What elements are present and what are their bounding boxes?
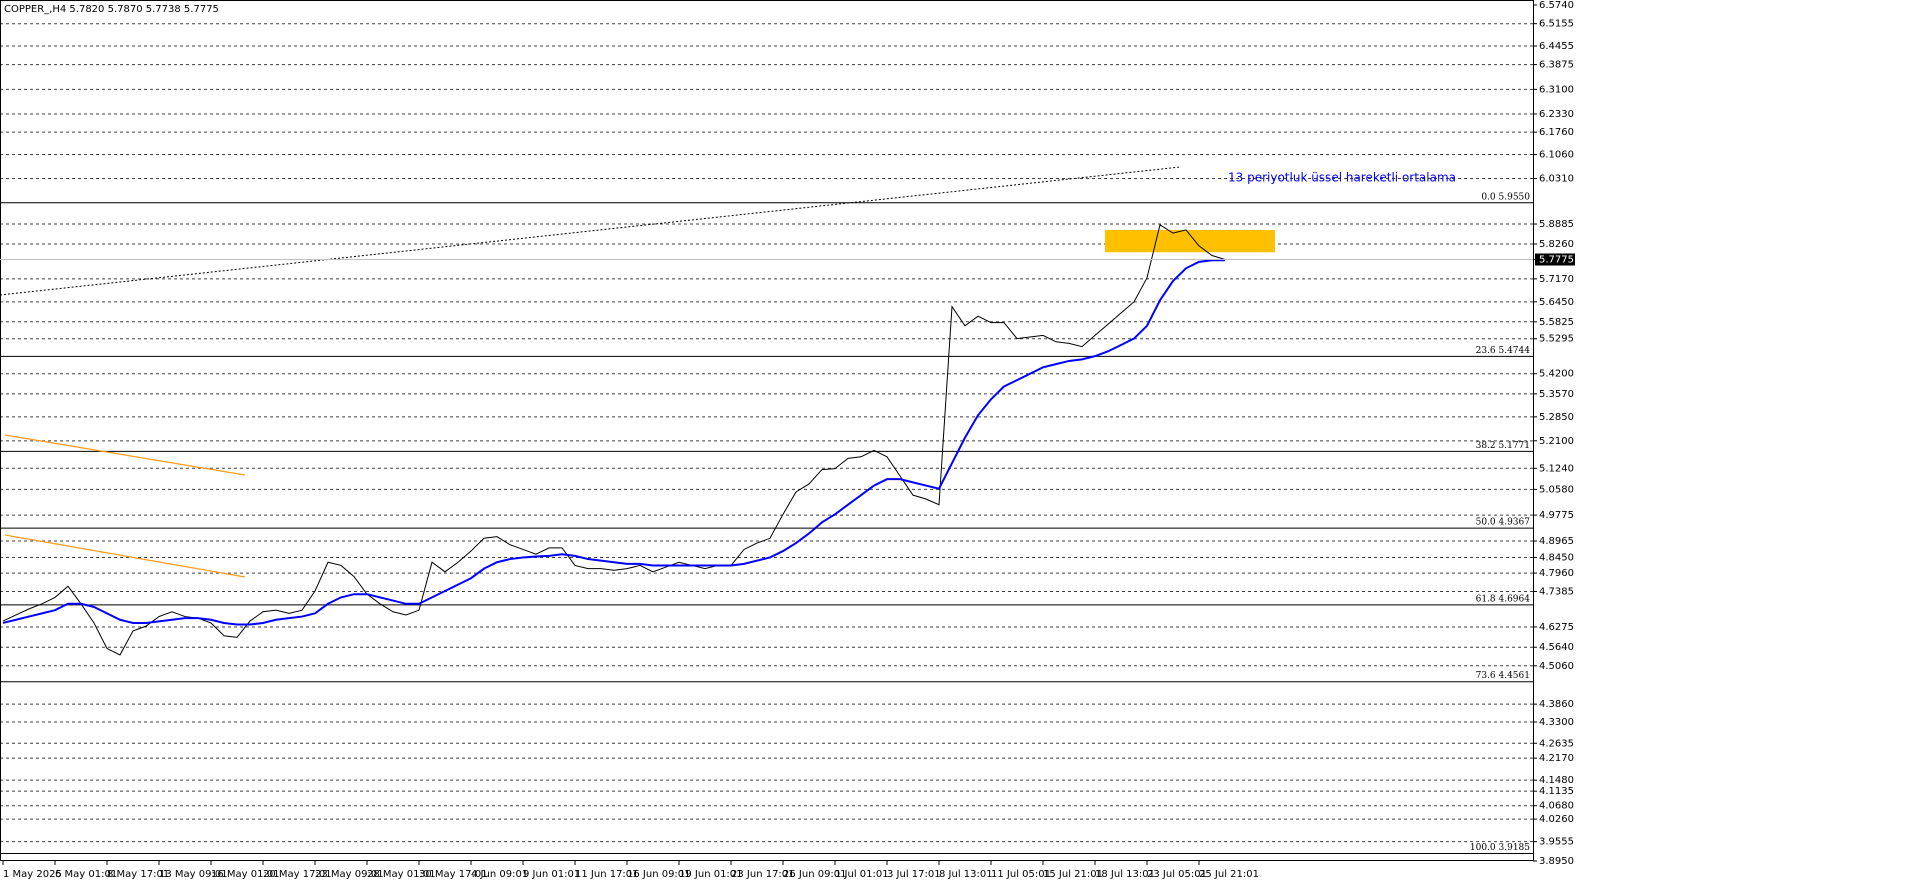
x-tick-label: 23 Jul 05:01	[1147, 869, 1207, 880]
y-tick-label: 5.7170	[1539, 274, 1574, 285]
x-tick-label: 8 Jul 13:01	[939, 869, 993, 880]
x-tick-label: 23 Jun 17:01	[731, 869, 795, 880]
y-tick-label: 6.1760	[1539, 127, 1574, 138]
y-tick-label: 4.3300	[1539, 717, 1574, 728]
trend-line	[0, 166, 1181, 296]
y-tick-label: 5.5825	[1539, 317, 1574, 328]
annotation: 13 periyotluk üssel hareketli ortalama	[1228, 171, 1456, 185]
y-tick-label: 4.5640	[1539, 642, 1574, 653]
fib-label: 73.6 4.4561	[1476, 671, 1530, 681]
chart-title: COPPER_,H4 5.7820 5.7870 5.7738 5.7775	[4, 4, 219, 15]
ema-line	[2, 259, 1225, 626]
y-tick-label: 4.2635	[1539, 738, 1574, 749]
y-tick-label: 6.1060	[1539, 150, 1574, 161]
y-tick-label: 6.3875	[1539, 60, 1574, 71]
y-tick-label: 6.2330	[1539, 109, 1574, 120]
fib-label: 61.8 4.6964	[1476, 594, 1531, 604]
y-tick-label: 6.4455	[1539, 41, 1574, 52]
channel-upper	[4, 434, 246, 476]
x-tick-label: 1 Jul 01:01	[835, 869, 889, 880]
fib-label: 100.0 3.9185	[1470, 843, 1530, 853]
x-tick-label: 15 Jul 21:01	[1043, 869, 1103, 880]
y-tick-label: 4.3860	[1539, 699, 1574, 710]
x-tick-label: 9 Jun 01:01	[523, 869, 580, 880]
highlight-zone	[1105, 229, 1275, 253]
y-tick-label: 6.5740	[1539, 0, 1574, 11]
x-tick-label: 26 Jun 09:01	[783, 869, 847, 880]
x-tick-label: 11 Jul 05:01	[991, 869, 1051, 880]
x-tick-label: 28 May 01:01	[367, 869, 436, 880]
current-price-label: 5.7775	[1539, 254, 1574, 265]
y-tick-label: 4.5060	[1539, 661, 1574, 672]
y-tick-label: 4.0260	[1539, 814, 1574, 825]
x-tick-label: 8 May 17:01	[107, 869, 169, 880]
y-tick-label: 5.3570	[1539, 389, 1574, 400]
y-tick-label: 5.6450	[1539, 297, 1574, 308]
y-tick-label: 5.8260	[1539, 239, 1574, 250]
y-tick-label: 6.5155	[1539, 19, 1574, 30]
current-price-box	[1535, 253, 1575, 266]
y-tick-label: 4.7385	[1539, 586, 1574, 597]
y-tick-label: 3.8950	[1539, 856, 1574, 867]
y-tick-label: 5.0580	[1539, 484, 1574, 495]
marks	[0, 166, 1533, 656]
y-tick-label: 5.5295	[1539, 334, 1574, 345]
x-tick-label: 16 Jun 09:01	[627, 869, 691, 880]
x-tick-label: 4 Jun 09:01	[471, 869, 528, 880]
x-tick-label: 30 May 17:01	[419, 869, 488, 880]
y-tick-label: 4.6275	[1539, 622, 1574, 633]
x-tick-label: 19 Jun 01:01	[679, 869, 743, 880]
x-tick-label: 1 May 2025	[3, 869, 62, 880]
fib-label: 50.0 4.9367	[1476, 518, 1531, 528]
y-tick-label: 5.8885	[1539, 219, 1574, 230]
x-tick-label: 16 May 01:01	[211, 869, 280, 880]
price-line	[2, 224, 1226, 656]
y-tick-label: 4.8965	[1539, 536, 1574, 547]
y-tick-label: 4.2170	[1539, 753, 1574, 764]
x-tick-label: 25 Jul 21:01	[1199, 869, 1259, 880]
x-tick-label: 18 Jul 13:01	[1095, 869, 1155, 880]
x-tick-label: 23 May 09:01	[315, 869, 384, 880]
y-tick-label: 3.9555	[1539, 837, 1574, 848]
channel-lower	[4, 534, 246, 578]
x-tick-label: 11 Jun 17:01	[575, 869, 639, 880]
y-tick-label: 4.9775	[1539, 510, 1574, 521]
y-tick-label: 5.2100	[1539, 436, 1574, 447]
x-tick-label: 6 May 01:01	[55, 869, 117, 880]
y-tick-label: 5.4200	[1539, 369, 1574, 380]
labels: 6.5740 6.5155 6.4455 6.3875 6.3100 6.2330 6.17…	[2, 0, 1575, 880]
plot-frame	[0, 0, 1534, 861]
fib-label: 23.6 5.4744	[1476, 346, 1531, 356]
fib-label: 38.2 5.1771	[1476, 441, 1530, 451]
fib-label: 0.0 5.9550	[1481, 192, 1530, 202]
x-tick-label: 20 May 17:01	[263, 869, 332, 880]
y-tick-label: 4.0680	[1539, 801, 1574, 812]
x-tick-label: 3 Jul 17:01	[887, 869, 941, 880]
y-tick-label: 5.2850	[1539, 412, 1574, 423]
y-tick-label: 4.7960	[1539, 568, 1574, 579]
y-tick-label: 4.1480	[1539, 775, 1574, 786]
y-tick-label: 4.1135	[1539, 786, 1574, 797]
y-tick-label: 6.3100	[1539, 84, 1574, 95]
x-tick-label: 13 May 09:01	[159, 869, 228, 880]
grid	[0, 4, 1537, 862]
y-tick-label: 6.0310	[1539, 174, 1574, 185]
y-tick-label: 5.1240	[1539, 463, 1574, 474]
y-tick-label: 4.8450	[1539, 552, 1574, 563]
